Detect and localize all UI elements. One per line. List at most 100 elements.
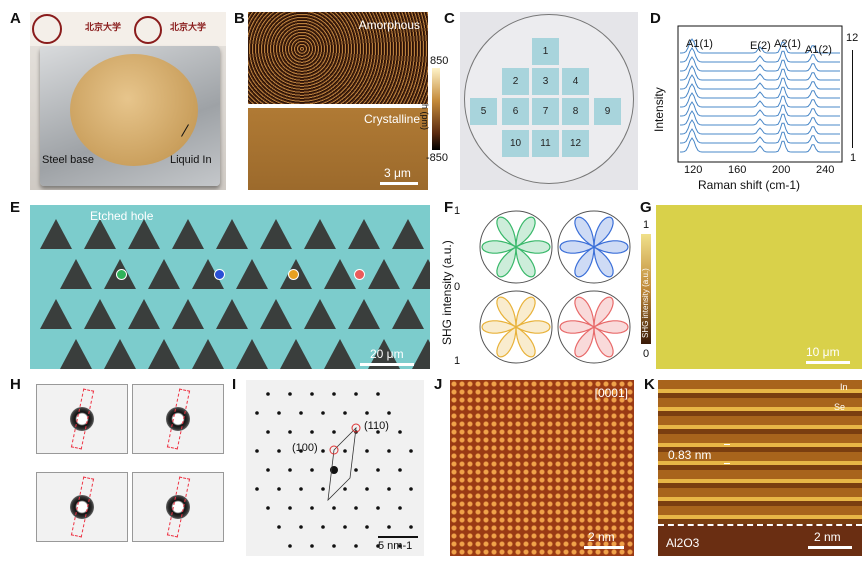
dot-red: [354, 269, 365, 280]
diffraction-spot: [376, 468, 380, 472]
cell-3: 3: [532, 68, 559, 95]
fft-pattern-3: [36, 472, 128, 542]
etched-triangle: [192, 339, 224, 369]
colorbar-top-label: 850: [430, 55, 449, 67]
panel-i-diffraction: (100) (110) 5 nm-1: [246, 380, 424, 556]
diffraction-spot: [266, 506, 270, 510]
scale-bar-label: 20 μm: [370, 347, 404, 361]
fft-pattern-1: [36, 384, 128, 454]
etched-triangle: [172, 219, 204, 249]
substrate-region: [658, 524, 862, 556]
diffraction-spot: [409, 449, 413, 453]
scale-bar: [378, 536, 418, 538]
diffraction-spot: [288, 544, 292, 548]
fft-center: [70, 407, 94, 431]
polar-pattern: [559, 216, 629, 278]
diffraction-spot: [343, 487, 347, 491]
logo-strip: 北京大学 北京大学: [30, 12, 226, 46]
diffraction-spot: [376, 506, 380, 510]
scale-bar: [808, 546, 852, 549]
diffraction-spot: [299, 449, 303, 453]
shg-colorbar-bottom: 0: [643, 348, 650, 360]
layer-spacing-label: 0.83 nm: [668, 448, 712, 462]
diffraction-spot: [376, 430, 380, 434]
diffraction-spot: [343, 449, 347, 453]
diffraction-spot: [321, 449, 325, 453]
etched-triangle: [260, 299, 292, 329]
zone-axis-label: [0001]: [594, 386, 628, 400]
diffraction-spot: [277, 487, 281, 491]
diffraction-spot: [354, 506, 358, 510]
raman-trace: [680, 38, 840, 54]
diffraction-spot: [266, 392, 270, 396]
etched-triangle: [392, 299, 424, 329]
raman-trace: [680, 74, 840, 90]
diffraction-spot: [321, 411, 325, 415]
scale-bar: [380, 182, 418, 185]
cell-8: 8: [562, 98, 589, 125]
etched-hole-label: Etched hole: [90, 209, 154, 223]
dot-orange: [288, 269, 299, 280]
steel-base-label: Steel base: [42, 154, 94, 166]
cell-4: 4: [562, 68, 589, 95]
etched-triangle: [304, 219, 336, 249]
scale-bar-label: 5 nm-1: [378, 540, 413, 552]
cell-9: 9: [594, 98, 621, 125]
raman-xtick-200: 200: [772, 164, 791, 176]
fft-center: [166, 495, 190, 519]
etched-triangle: [60, 339, 92, 369]
diffraction-spot: [354, 392, 358, 396]
cell-10: 10: [502, 130, 529, 157]
colorbar-bottom-label: -850: [426, 152, 449, 164]
raman-index-top: 12: [846, 32, 859, 44]
cell-11: 11: [532, 130, 559, 157]
spot-100-label: (100): [292, 442, 318, 454]
fft-center: [70, 495, 94, 519]
panel-d-raman: Intensity A1(1) E(2) A2(1) A1(2) 12 1 12…: [650, 12, 862, 194]
unit-cell-outline: [327, 426, 357, 502]
diffraction-spot: [398, 544, 402, 548]
diffraction-spot: [332, 544, 336, 548]
diffraction-spot: [387, 525, 391, 529]
up-arrow-icon: [852, 50, 853, 148]
panel-label-i: I: [232, 376, 237, 393]
spot-100-marker: [329, 445, 339, 455]
atom-label-se: Se: [834, 402, 846, 412]
substrate-label: Al2O3: [666, 536, 700, 550]
diffraction-spot: [277, 449, 281, 453]
diffraction-spot: [288, 468, 292, 472]
etched-triangle: [128, 219, 160, 249]
etched-triangle: [260, 219, 292, 249]
diffraction-spot: [299, 411, 303, 415]
spot-110-label: (110): [364, 420, 389, 432]
etched-triangle: [280, 339, 312, 369]
raman-trace: [680, 83, 840, 99]
afm-colorbar: [432, 68, 440, 150]
etched-triangle: [60, 259, 92, 289]
diffraction-spot: [398, 506, 402, 510]
diffraction-spot: [266, 468, 270, 472]
panel-label-f: F: [444, 199, 454, 216]
diffraction-spot: [288, 506, 292, 510]
diffraction-spot: [387, 487, 391, 491]
etched-triangle: [216, 299, 248, 329]
diffraction-spot: [310, 468, 314, 472]
diffraction-spot: [310, 544, 314, 548]
etched-triangle: [392, 219, 424, 249]
panel-label-b: B: [234, 10, 245, 27]
diffraction-spot: [255, 487, 259, 491]
etched-triangle: [84, 219, 116, 249]
diffraction-spot: [354, 544, 358, 548]
peak-label-a1-1: A1(1): [686, 38, 713, 50]
diffraction-spot: [255, 411, 259, 415]
raman-trace: [680, 101, 840, 117]
diffraction-spot: [310, 430, 314, 434]
diffraction-spot: [409, 525, 413, 529]
raman-index-bottom: 1: [850, 152, 857, 164]
polar-frame: [557, 210, 631, 284]
scale-bar-label: 3 μm: [384, 166, 411, 180]
shg-ytick-mid: 0: [454, 281, 461, 293]
logo-text-1: 北京大学: [85, 22, 122, 32]
cell-5: 5: [470, 98, 497, 125]
raman-trace: [680, 119, 840, 135]
